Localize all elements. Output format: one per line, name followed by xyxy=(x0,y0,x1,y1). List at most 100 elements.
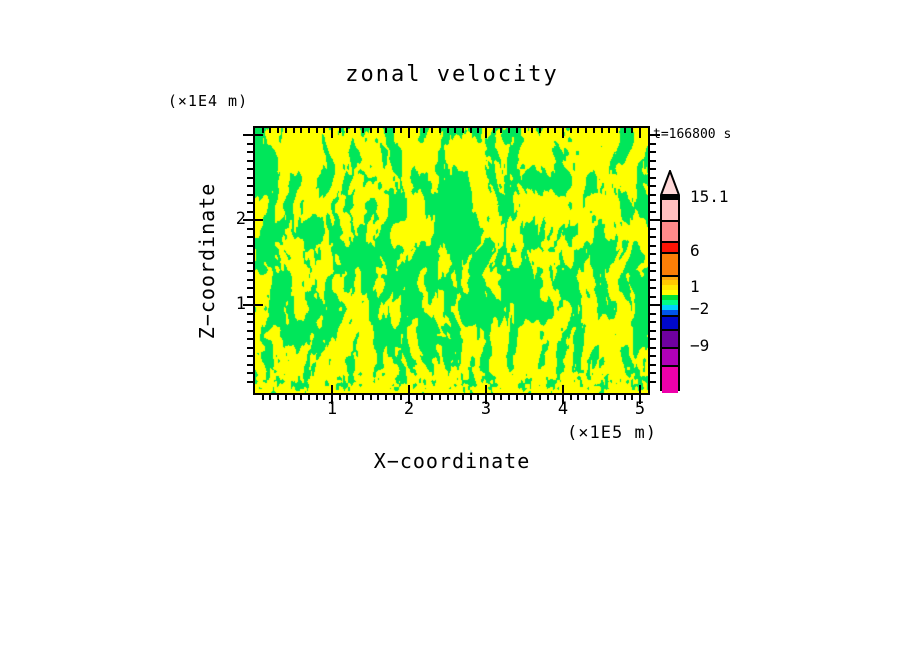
tick-mark xyxy=(650,287,656,289)
colorbar-segment xyxy=(662,329,678,347)
tick-mark xyxy=(377,128,380,133)
tick-mark xyxy=(361,128,364,133)
tick-mark xyxy=(623,395,626,400)
tick-mark xyxy=(461,128,464,133)
colorbar xyxy=(660,196,680,393)
tick-mark xyxy=(585,128,588,133)
colorbar-segment xyxy=(662,275,678,280)
tick-mark xyxy=(615,395,618,400)
tick-mark xyxy=(650,321,656,323)
colorbar-segment xyxy=(662,198,678,220)
tick-mark xyxy=(485,385,487,393)
tick-mark xyxy=(423,128,426,133)
tick-mark xyxy=(255,304,263,306)
colorbar-tick-label: 1 xyxy=(690,277,700,296)
tick-mark xyxy=(650,210,656,213)
tick-mark xyxy=(500,395,503,400)
tick-mark xyxy=(650,346,656,349)
y-units-label: (×1E4 m) xyxy=(167,92,249,110)
colorbar-segment xyxy=(662,347,678,365)
tick-mark xyxy=(331,128,333,138)
tick-mark xyxy=(523,128,526,133)
tick-mark xyxy=(247,227,253,230)
tick-mark xyxy=(492,395,495,400)
tick-mark xyxy=(323,395,326,400)
tick-mark xyxy=(369,395,372,400)
tick-mark xyxy=(562,395,564,404)
tick-mark xyxy=(639,128,641,138)
colorbar-segment xyxy=(662,285,678,290)
tick-mark xyxy=(538,128,541,133)
tick-mark xyxy=(650,176,656,179)
tick-mark xyxy=(438,128,441,133)
tick-mark xyxy=(415,128,418,133)
tick-mark xyxy=(384,395,387,400)
tick-mark xyxy=(247,321,253,323)
x-axis-label: X−coordinate xyxy=(373,449,531,473)
y-tick-label: 1 xyxy=(235,294,246,314)
colorbar-segment xyxy=(662,305,678,310)
colorbar-segment xyxy=(662,295,678,300)
tick-mark xyxy=(247,185,253,187)
tick-mark xyxy=(338,395,341,400)
colorbar-tick-label: 15.1 xyxy=(690,187,729,206)
x-units-label: (×1E5 m) xyxy=(567,423,657,443)
tick-mark xyxy=(247,346,253,349)
tick-mark xyxy=(255,219,263,221)
tick-mark xyxy=(650,295,656,298)
tick-mark xyxy=(315,395,318,400)
tick-mark xyxy=(361,395,364,400)
tick-mark xyxy=(461,395,464,400)
colorbar-segment xyxy=(662,315,678,329)
tick-mark xyxy=(600,395,603,400)
tick-mark xyxy=(400,128,403,133)
tick-mark xyxy=(243,134,253,136)
tick-mark xyxy=(650,355,656,357)
tick-mark xyxy=(438,395,441,400)
tick-mark xyxy=(569,128,572,133)
tick-mark xyxy=(592,128,595,133)
tick-mark xyxy=(508,128,511,133)
tick-mark xyxy=(477,128,480,133)
tick-mark xyxy=(284,128,287,133)
tick-mark xyxy=(247,312,253,315)
tick-mark xyxy=(454,395,457,400)
tick-mark xyxy=(650,363,656,366)
tick-mark xyxy=(469,128,472,133)
tick-mark xyxy=(650,134,660,136)
tick-mark xyxy=(261,128,264,133)
tick-mark xyxy=(247,380,253,383)
tick-mark xyxy=(243,219,253,221)
tick-mark xyxy=(650,244,656,247)
tick-mark xyxy=(277,128,280,133)
tick-mark xyxy=(408,395,410,404)
x-tick-label: 1 xyxy=(326,399,338,419)
x-tick-label: 5 xyxy=(634,399,646,419)
tick-mark xyxy=(650,202,656,204)
tick-mark xyxy=(500,128,503,133)
tick-mark xyxy=(315,128,318,133)
tick-mark xyxy=(247,261,253,264)
tick-mark xyxy=(323,128,326,133)
velocity-field-heatmap xyxy=(255,128,648,393)
tick-mark xyxy=(650,168,656,170)
tick-mark xyxy=(247,168,253,170)
tick-mark xyxy=(554,128,557,133)
tick-mark xyxy=(650,372,656,374)
tick-mark xyxy=(431,128,434,133)
tick-mark xyxy=(515,128,518,133)
time-annotation: t=166800 s xyxy=(653,127,732,142)
tick-mark xyxy=(650,193,656,196)
tick-mark xyxy=(650,270,656,272)
tick-mark xyxy=(384,128,387,133)
tick-mark xyxy=(650,142,656,145)
tick-mark xyxy=(247,244,253,247)
tick-mark xyxy=(247,236,253,238)
tick-mark xyxy=(515,395,518,400)
tick-mark xyxy=(247,193,253,196)
tick-mark xyxy=(592,395,595,400)
tick-mark xyxy=(247,363,253,366)
tick-mark xyxy=(354,128,357,133)
tick-mark xyxy=(247,176,253,179)
